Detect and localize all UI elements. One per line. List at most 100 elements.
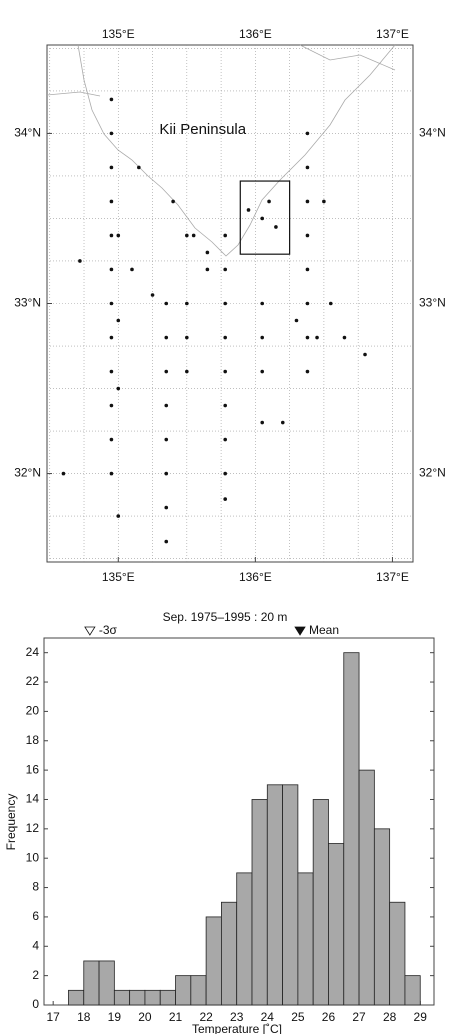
station-point bbox=[164, 335, 169, 340]
station-point bbox=[109, 267, 114, 272]
annotation-label: -3σ bbox=[99, 623, 118, 637]
station-point bbox=[109, 471, 114, 476]
x-tick-label: 17 bbox=[46, 1010, 60, 1024]
y-tick-label: 24 bbox=[26, 645, 40, 659]
station-point bbox=[109, 199, 114, 204]
station-point bbox=[223, 403, 228, 408]
station-point bbox=[164, 369, 169, 374]
bar bbox=[266, 784, 283, 1006]
station-point bbox=[109, 369, 114, 374]
station-point bbox=[185, 369, 189, 374]
x-tick-label: 22 bbox=[199, 1010, 213, 1024]
y-tick-label: 4 bbox=[32, 938, 39, 952]
station-point bbox=[191, 233, 196, 238]
station-point bbox=[280, 420, 285, 425]
station-point bbox=[185, 335, 189, 340]
station-point bbox=[223, 437, 228, 442]
station-point bbox=[260, 335, 265, 340]
bar bbox=[205, 916, 222, 1006]
station-point bbox=[305, 301, 310, 306]
annotation-marker bbox=[84, 626, 96, 636]
bar bbox=[98, 960, 115, 1006]
station-point bbox=[305, 369, 310, 374]
station-point bbox=[109, 335, 114, 340]
station-point bbox=[223, 335, 228, 340]
station-point bbox=[116, 318, 121, 323]
annotation-label: Mean bbox=[309, 623, 339, 637]
bar bbox=[190, 975, 207, 1006]
station-point bbox=[109, 97, 114, 102]
histogram-title: Sep. 1975–1995 : 20 m bbox=[163, 610, 288, 624]
bar bbox=[129, 989, 146, 1006]
station-point bbox=[109, 233, 114, 238]
y-tick-label: 12 bbox=[26, 821, 40, 835]
station-point bbox=[78, 259, 82, 263]
y-tick-label: 0 bbox=[32, 997, 39, 1011]
x-tick-label: 26 bbox=[322, 1010, 336, 1024]
y-tick-label: 34°N bbox=[14, 126, 41, 140]
study-box bbox=[239, 180, 291, 255]
x-tick-label: 23 bbox=[230, 1010, 244, 1024]
station-point bbox=[260, 420, 265, 425]
station-point bbox=[223, 369, 228, 374]
station-point bbox=[305, 267, 310, 272]
x-tick-label: 18 bbox=[77, 1010, 91, 1024]
station-point bbox=[171, 199, 175, 204]
station-point bbox=[274, 225, 278, 229]
station-point bbox=[185, 233, 189, 238]
station-point bbox=[223, 471, 228, 476]
y-tick-label: 2 bbox=[32, 968, 39, 982]
bar bbox=[175, 975, 192, 1006]
region-label: Kii Peninsula bbox=[159, 121, 246, 138]
bar bbox=[343, 652, 360, 1006]
x-tick-label: 136°E bbox=[239, 570, 272, 584]
station-point bbox=[116, 386, 121, 391]
y-tick-label: 32°N bbox=[14, 466, 41, 480]
x-tick-label: 27 bbox=[352, 1010, 366, 1024]
bar bbox=[328, 843, 345, 1006]
station-point bbox=[246, 208, 251, 212]
x-tick-label: 135°E bbox=[102, 27, 135, 41]
x-tick-label: 135°E bbox=[102, 570, 135, 584]
station-point bbox=[305, 335, 310, 340]
station-point bbox=[267, 199, 271, 204]
bar bbox=[113, 989, 131, 1006]
station-point bbox=[109, 165, 114, 170]
x-axis-label: Temperature [˚C] bbox=[192, 1022, 282, 1034]
station-point bbox=[137, 165, 141, 170]
y-tick-label: 34°N bbox=[419, 126, 446, 140]
bar bbox=[236, 872, 253, 1006]
y-tick-label: 22 bbox=[26, 674, 40, 688]
station-point bbox=[130, 267, 134, 272]
station-point bbox=[260, 301, 265, 306]
station-point bbox=[305, 199, 310, 204]
y-tick-label: 33°N bbox=[419, 296, 446, 310]
station-point bbox=[164, 471, 169, 476]
station-point bbox=[305, 233, 310, 238]
station-point bbox=[223, 233, 228, 238]
bar bbox=[358, 769, 375, 1006]
station-point bbox=[328, 301, 333, 306]
station-point bbox=[322, 199, 326, 204]
station-point bbox=[260, 216, 265, 221]
station-point bbox=[109, 403, 114, 408]
bar bbox=[312, 799, 329, 1006]
y-tick-label: 10 bbox=[26, 850, 40, 864]
x-tick-label: 20 bbox=[138, 1010, 152, 1024]
bar bbox=[144, 989, 161, 1006]
station-point bbox=[223, 301, 228, 306]
bar bbox=[68, 989, 85, 1006]
station-point bbox=[150, 293, 155, 297]
station-point bbox=[61, 471, 66, 476]
y-tick-label: 33°N bbox=[14, 296, 41, 310]
station-point bbox=[116, 233, 121, 238]
coastline bbox=[46, 44, 396, 257]
bar bbox=[297, 872, 314, 1006]
station-point bbox=[109, 437, 114, 442]
bar bbox=[404, 975, 421, 1006]
x-tick-label: 24 bbox=[261, 1010, 275, 1024]
station-point bbox=[185, 301, 189, 306]
x-tick-label: 28 bbox=[383, 1010, 397, 1024]
station-point bbox=[223, 267, 228, 272]
